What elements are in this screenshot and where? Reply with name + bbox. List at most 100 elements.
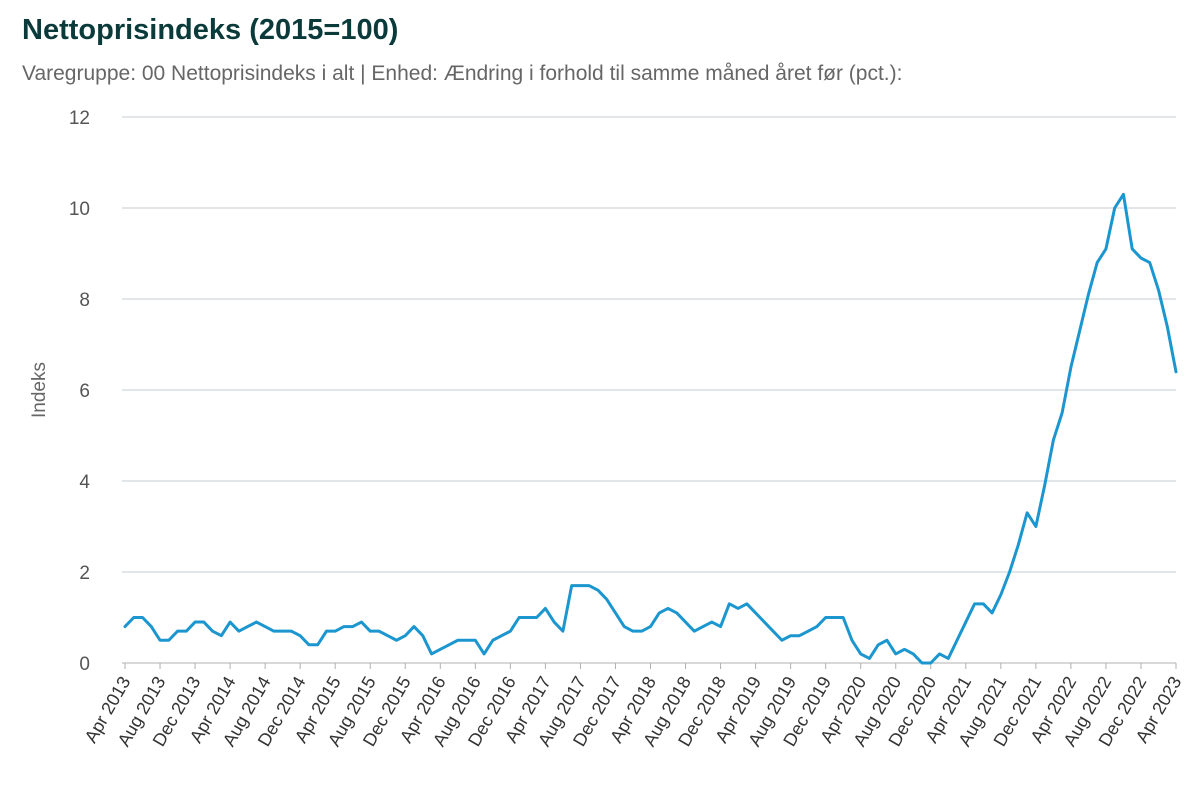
data-point [1147,260,1153,266]
data-point [1007,569,1013,575]
data-point [341,624,347,630]
data-point [1164,323,1170,329]
data-point [157,637,163,643]
data-point [490,637,496,643]
data-point [875,642,881,648]
data-point [569,583,575,589]
data-point [910,651,916,657]
data-point [849,637,855,643]
data-point [753,610,759,616]
data-point [253,619,259,625]
data-point [604,596,610,602]
data-point [1085,291,1091,297]
y-tick-label: 0 [79,654,90,675]
data-point [429,651,435,657]
data-point [796,633,802,639]
data-point [446,642,452,648]
data-point [648,624,654,630]
data-point [656,610,662,616]
data-point [551,619,557,625]
data-point [840,615,846,621]
data-point [945,655,951,661]
data-point [201,619,207,625]
data-point [683,619,689,625]
data-point [525,615,531,621]
data-point [805,628,811,634]
data-point [183,628,189,634]
data-point [402,633,408,639]
data-point [577,583,583,589]
data-point [1103,246,1109,252]
data-point [831,615,837,621]
data-point [437,646,443,652]
data-point [761,619,767,625]
data-point [691,628,697,634]
data-point [928,660,934,666]
data-point [630,628,636,634]
data-point [919,660,925,666]
y-tick-label: 8 [79,290,90,311]
data-point [1138,255,1144,261]
data-point [1120,191,1126,197]
data-point [744,601,750,607]
data-point [394,637,400,643]
data-point [1059,410,1065,416]
data-point [385,633,391,639]
data-point [227,619,233,625]
data-point [770,628,776,634]
data-point [621,624,627,630]
data-point [280,628,286,634]
data-point [131,615,137,621]
data-point [1077,328,1083,334]
data-point [884,637,890,643]
data-point [735,605,741,611]
data-point [122,624,128,630]
data-point [175,628,181,634]
data-point [700,624,706,630]
data-point [726,601,732,607]
data-point [271,628,277,634]
data-point [1042,483,1048,489]
data-point [1068,364,1074,370]
data-point [236,628,242,634]
data-point [823,615,829,621]
data-point [989,610,995,616]
data-point [901,646,907,652]
data-point [866,655,872,661]
data-point [612,610,618,616]
data-point [140,615,146,621]
data-point [192,619,198,625]
data-point [1024,510,1030,516]
data-point [148,624,154,630]
data-point [411,624,417,630]
data-point [1112,205,1118,211]
data-point [166,637,172,643]
y-tick-label: 4 [79,472,90,493]
data-point [420,633,426,639]
data-point [288,628,294,634]
data-point [1033,524,1039,530]
data-point [262,624,268,630]
data-point [1094,260,1100,266]
data-point [358,619,364,625]
data-point [367,628,373,634]
data-point [306,642,312,648]
data-point [858,651,864,657]
data-point [481,651,487,657]
y-tick-label: 10 [69,199,90,220]
data-point [297,633,303,639]
data-point [1129,246,1135,252]
data-point [210,628,216,634]
data-point [674,610,680,616]
data-point [639,628,645,634]
y-tick-label: 6 [79,381,90,402]
data-point [323,628,329,634]
data-point [245,624,251,630]
data-point [218,633,224,639]
data-point [1015,542,1021,548]
data-point [472,637,478,643]
data-point [464,637,470,643]
data-point [665,605,671,611]
